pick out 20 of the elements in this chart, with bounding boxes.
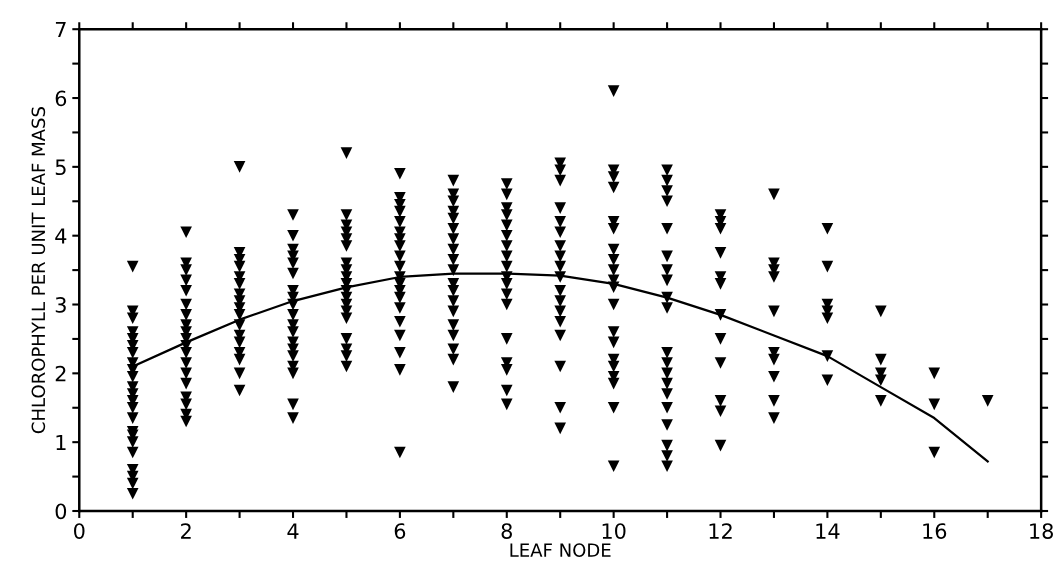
x-tick-label: 2 [181, 523, 191, 539]
x-axis-title: LEAF NODE [510, 543, 611, 557]
x-tick-label: 16 [923, 523, 947, 539]
x-tick-label: 12 [709, 523, 732, 539]
x-tick-label: 0 [74, 523, 85, 539]
y-tick-label: 2 [55, 365, 66, 382]
y-tick-label: 1 [56, 434, 66, 451]
y-tick-label: 0 [55, 503, 67, 520]
x-tick-label: 10 [602, 523, 626, 539]
x-tick-label: 14 [816, 523, 840, 539]
y-tick-label: 5 [55, 159, 66, 176]
y-tick-label: 4 [55, 228, 67, 244]
x-tick-label: 18 [1030, 523, 1053, 539]
x-tick-label: 6 [394, 523, 406, 539]
y-tick-label: 6 [55, 90, 67, 107]
x-tick-label: 4 [287, 523, 299, 539]
x-tick-label: 8 [501, 523, 512, 539]
y-tick-label: 3 [55, 296, 66, 313]
y-tick-label: 7 [55, 21, 66, 38]
y-axis-title: CHLOROPHYLL PER UNIT LEAF MASS [31, 107, 46, 434]
